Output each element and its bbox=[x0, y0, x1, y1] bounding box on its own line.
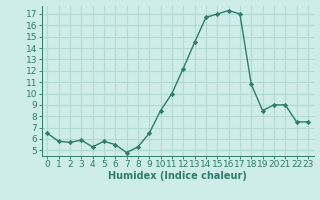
X-axis label: Humidex (Indice chaleur): Humidex (Indice chaleur) bbox=[108, 171, 247, 181]
